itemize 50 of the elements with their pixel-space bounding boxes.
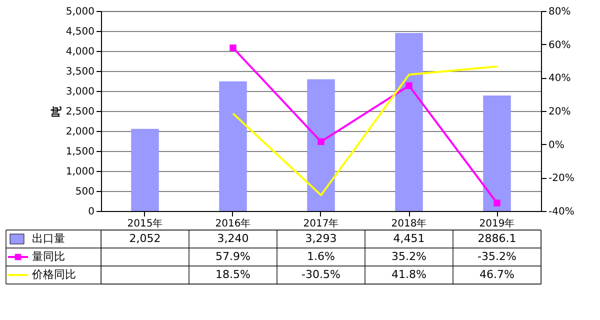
line-series (232, 66, 498, 196)
y2-tick-label: -40% (548, 206, 574, 218)
legend-label: 价格同比 (31, 268, 76, 281)
data-label: 41.8% (392, 268, 426, 281)
data-label: -30.5% (302, 268, 340, 281)
x-tick-label: 2019年 (479, 218, 515, 230)
data-label: 2,052 (129, 232, 161, 245)
bar (131, 128, 159, 211)
y-tick-label: 4,000 (66, 46, 94, 58)
data-label: 18.5% (216, 268, 250, 281)
y2-tick-label: 60% (548, 40, 571, 51)
y-tick-label: 3,000 (66, 86, 94, 98)
point (406, 82, 412, 90)
point (318, 138, 324, 146)
y-tick-label: 0 (88, 206, 94, 218)
x-tick-label: 2018年 (391, 218, 427, 230)
x-tick-label: 2017年 (303, 218, 339, 230)
data-label: 2886.1 (478, 232, 516, 245)
data-label: 3,240 (217, 232, 249, 245)
y2-tick-label: 40% (548, 73, 571, 84)
y-axis-title: 吨 (50, 106, 63, 117)
y-tick-label: 1,000 (66, 166, 94, 178)
y2-tick-label: 20% (548, 106, 571, 118)
legend-label: 量同比 (32, 250, 65, 263)
y-tick-label: 3,500 (66, 66, 94, 78)
y-tick-label: 5,000 (66, 6, 94, 18)
bar (395, 32, 423, 211)
y2-tick-label: 0% (548, 140, 564, 151)
legend-label: 出口量 (32, 232, 65, 245)
data-label: 4,451 (393, 232, 425, 245)
y-tick-label: 2,500 (66, 106, 94, 118)
y-tick-label: 2,000 (66, 126, 94, 138)
y2-tick-label: 80% (548, 6, 571, 18)
bar (307, 79, 335, 211)
y2-tick-label: -20% (548, 173, 574, 184)
data-label: 1.6% (307, 250, 335, 263)
point (494, 200, 500, 206)
x-tick-label: 2015年 (127, 218, 163, 230)
data-label: 35.2% (392, 250, 426, 263)
y-tick-label: 1,500 (66, 146, 94, 158)
y-tick-label: 500 (75, 186, 94, 198)
point (230, 44, 236, 52)
bar (219, 81, 247, 211)
data-label: 57.9% (216, 250, 250, 263)
data-label: -35.2% (478, 250, 516, 263)
y-tick-label: 4,500 (66, 26, 94, 38)
x-tick-label: 2016年 (215, 218, 251, 230)
data-label: 46.7% (480, 268, 514, 281)
data-label: 3,293 (305, 232, 337, 245)
bar (483, 96, 511, 211)
